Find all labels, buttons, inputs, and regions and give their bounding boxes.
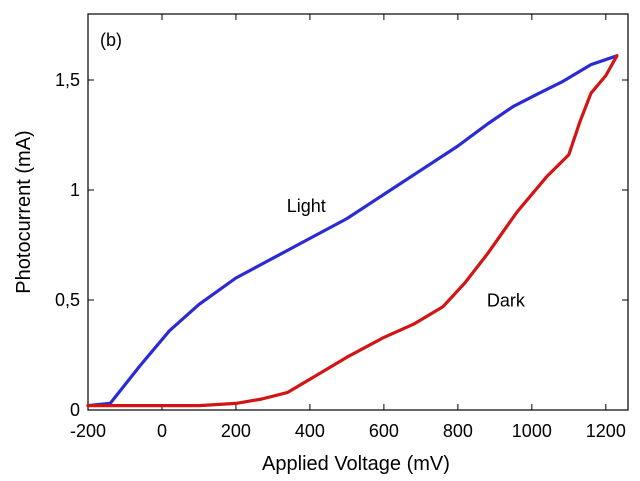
panel-label: (b) bbox=[100, 30, 122, 50]
dark-curve-label: Dark bbox=[487, 291, 526, 311]
x-tick-label: 1200 bbox=[586, 421, 626, 441]
series-layer bbox=[86, 54, 619, 408]
y-tick-label: 1 bbox=[70, 180, 80, 200]
x-tick-label: 0 bbox=[157, 421, 167, 441]
x-tick-label: 400 bbox=[295, 421, 325, 441]
x-tick-label: 200 bbox=[221, 421, 251, 441]
x-tick-label: 600 bbox=[369, 421, 399, 441]
light-curve-label: Light bbox=[287, 196, 326, 216]
plot-frame bbox=[87, 13, 629, 411]
x-tick-label: 1000 bbox=[512, 421, 552, 441]
y-tick-label: 0,5 bbox=[55, 290, 80, 310]
y-axis-title: Photocurrent (mA) bbox=[13, 130, 35, 293]
x-axis-title: Applied Voltage (mV) bbox=[262, 453, 450, 475]
x-axis: -200 0 200 400 600 800 1000 1200 bbox=[70, 14, 626, 441]
series-line-light bbox=[86, 54, 619, 408]
x-tick-label: 800 bbox=[443, 421, 473, 441]
y-axis: 0 0,5 1 1,5 bbox=[55, 70, 628, 420]
x-tick-label: -200 bbox=[70, 421, 106, 441]
y-tick-label: 0 bbox=[70, 400, 80, 420]
series-line-dark bbox=[86, 54, 619, 408]
y-tick-label: 1,5 bbox=[55, 70, 80, 90]
